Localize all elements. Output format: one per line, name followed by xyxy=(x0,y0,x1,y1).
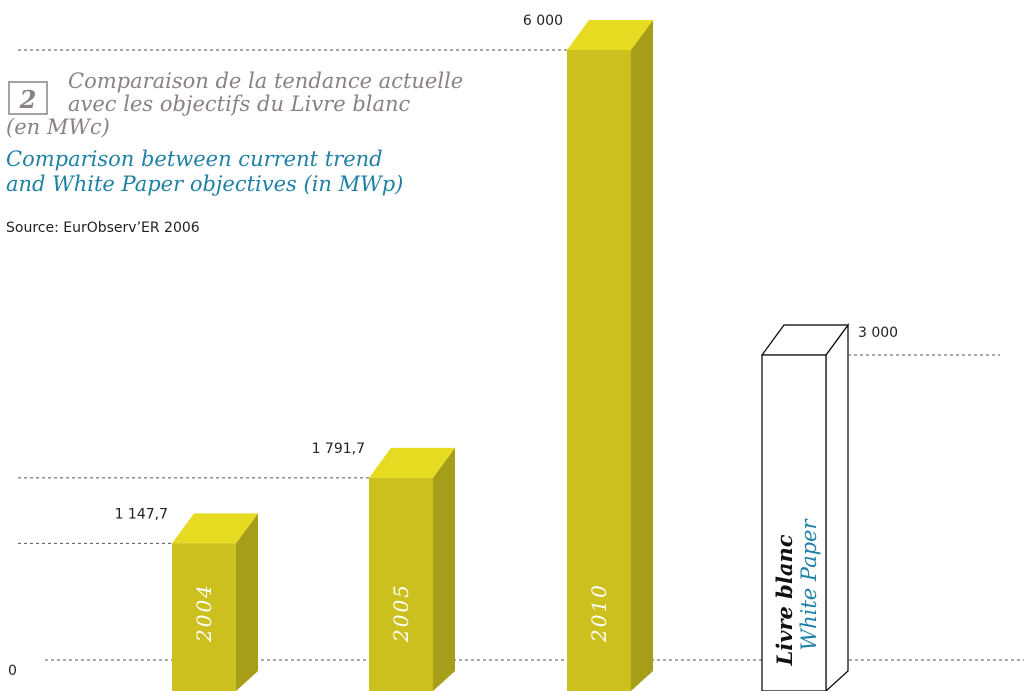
value-label: 3 000 xyxy=(858,325,898,341)
bar-side xyxy=(825,323,849,691)
white-paper-label: White Paper xyxy=(797,518,821,651)
bar xyxy=(369,477,433,691)
chart-number: 2 xyxy=(19,85,37,114)
bar-side xyxy=(631,20,653,691)
value-label: 1 791,7 xyxy=(312,441,365,457)
bar-side xyxy=(433,447,455,691)
value-label: 6 000 xyxy=(523,13,563,29)
bar-top xyxy=(567,20,653,50)
x-tick-label: 2004 xyxy=(192,583,216,643)
bar xyxy=(761,354,827,691)
bar-top xyxy=(369,447,455,478)
title-en: Comparison between current trend xyxy=(6,147,383,171)
x-tick-label: 2005 xyxy=(389,583,413,643)
title-fr: Comparaison de la tendance actuelle xyxy=(68,69,463,93)
white-paper-label: Livre blanc xyxy=(772,534,797,666)
y-tick-label: 0 xyxy=(8,663,17,679)
title-en: and White Paper objectives (in MWp) xyxy=(6,172,403,196)
title-fr: (en MWc) xyxy=(6,115,110,139)
number-box xyxy=(8,81,48,115)
bar-top xyxy=(172,513,258,544)
bar xyxy=(172,543,236,691)
x-tick-label: 2010 xyxy=(587,583,611,643)
bar xyxy=(567,50,631,691)
bar-side xyxy=(236,513,258,691)
source: Source: EurObserv’ER 2006 xyxy=(6,220,200,236)
value-label: 1 147,7 xyxy=(115,506,168,522)
title-fr: avec les objectifs du Livre blanc xyxy=(68,92,411,116)
